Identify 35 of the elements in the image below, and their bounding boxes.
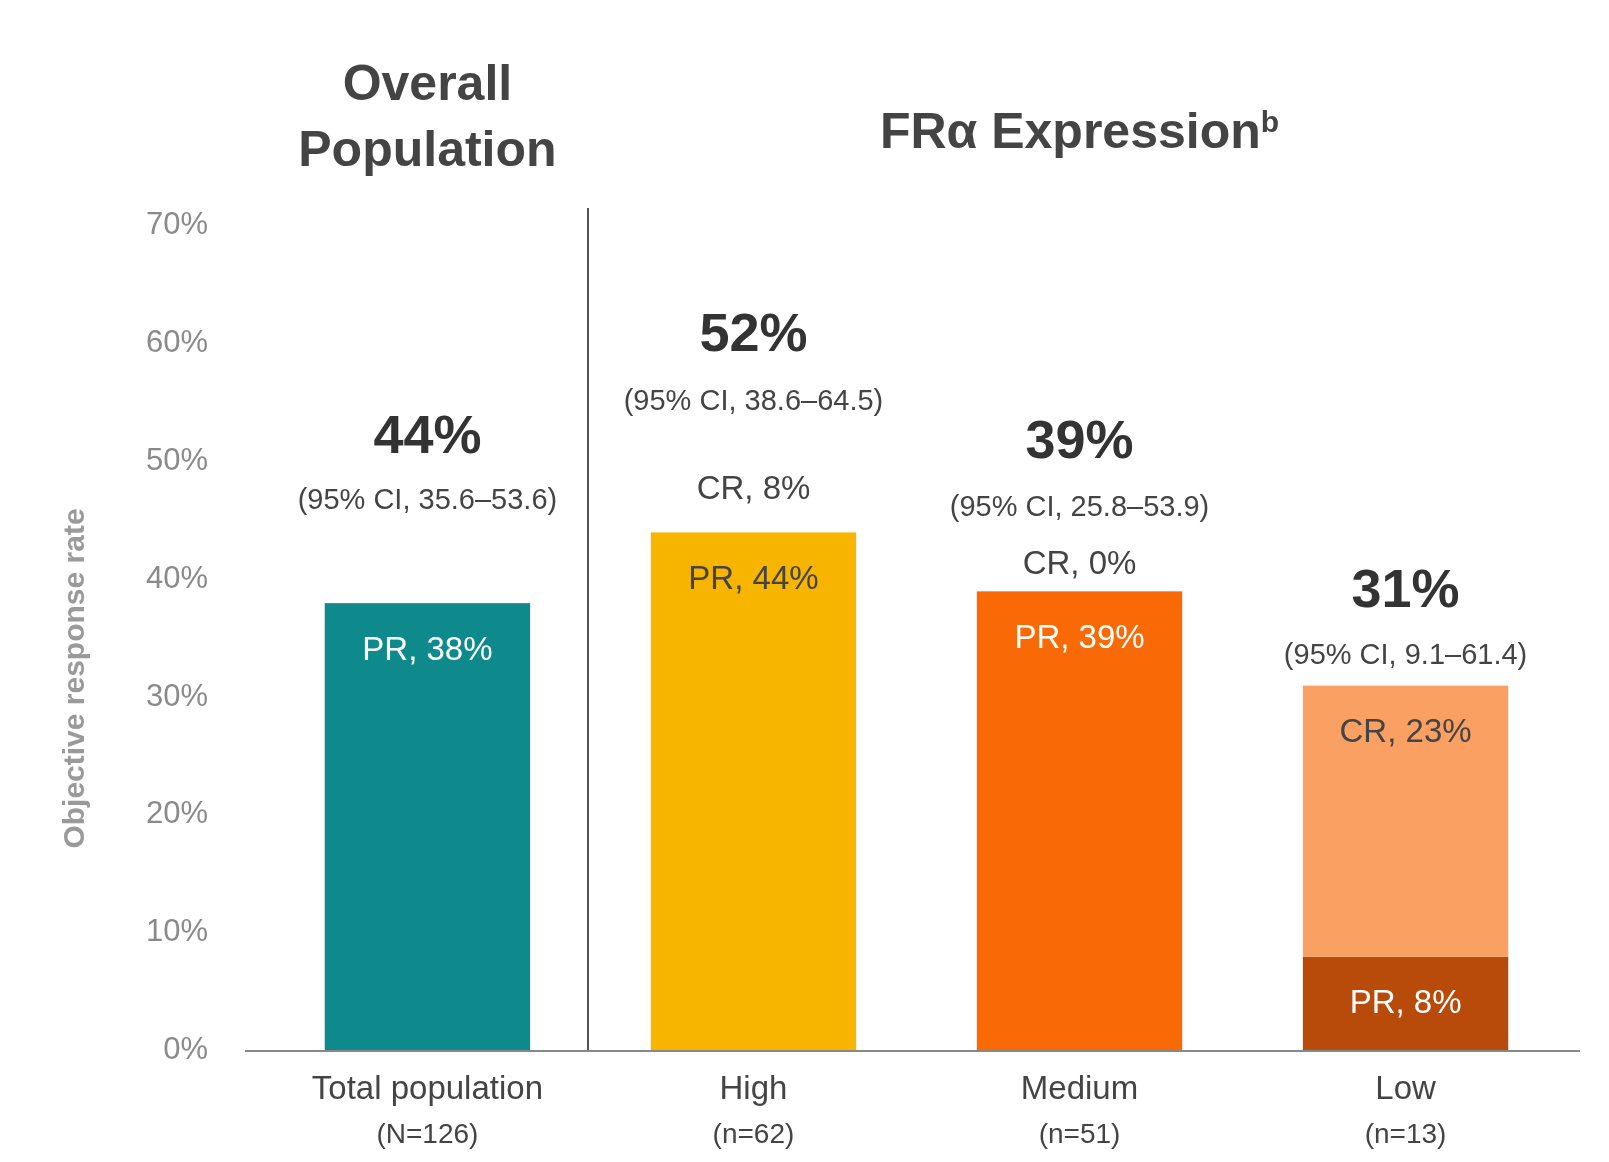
y-tick-label: 60% [145, 324, 208, 360]
data-label: PR, 8% [1349, 982, 1462, 1020]
x-tick-label: High (n=62) [712, 1069, 795, 1149]
y-tick-label: 10% [145, 913, 208, 949]
annotation: 39% [1025, 409, 1134, 470]
bar [1302, 956, 1509, 1051]
x-tick-label: Low (n=13) [1364, 1069, 1447, 1149]
bar [976, 591, 1183, 1051]
bar [324, 603, 531, 1051]
y-tick-label: 50% [145, 441, 208, 477]
annotation: (95% CI, 38.6–64.5) [623, 383, 884, 416]
y-tick-label: 0% [163, 1031, 208, 1067]
bar [650, 532, 857, 1051]
y-tick-label: 70% [145, 206, 208, 242]
y-axis-title: Objective response rate [56, 508, 90, 849]
y-tick-label: 30% [145, 677, 208, 713]
annotation: 44% [373, 404, 482, 465]
x-tick-label: Total population (N=126) [311, 1069, 544, 1149]
annotation: CR, 8% [696, 468, 811, 506]
data-label: PR, 44% [688, 559, 819, 597]
y-tick-label: 40% [145, 559, 208, 595]
data-label: CR, 23% [1339, 712, 1472, 750]
data-label: PR, 38% [362, 629, 493, 667]
annotation: 52% [699, 302, 808, 363]
annotation: (95% CI, 35.6–53.6) [297, 482, 558, 515]
annotation: 31% [1351, 557, 1460, 618]
data-label: PR, 39% [1014, 618, 1145, 656]
x-tick-label: Medium (n=51) [1020, 1069, 1139, 1149]
y-tick-label: 20% [145, 795, 208, 831]
text: FRα Expression$^{b}$ [879, 103, 1280, 159]
annotation: (95% CI, 25.8–53.9) [949, 489, 1210, 522]
data-label: CR, 0% [1022, 544, 1137, 582]
bar [1302, 685, 1509, 957]
annotation: (95% CI, 9.1–61.4) [1283, 637, 1528, 670]
text: Overall Population [298, 55, 557, 177]
